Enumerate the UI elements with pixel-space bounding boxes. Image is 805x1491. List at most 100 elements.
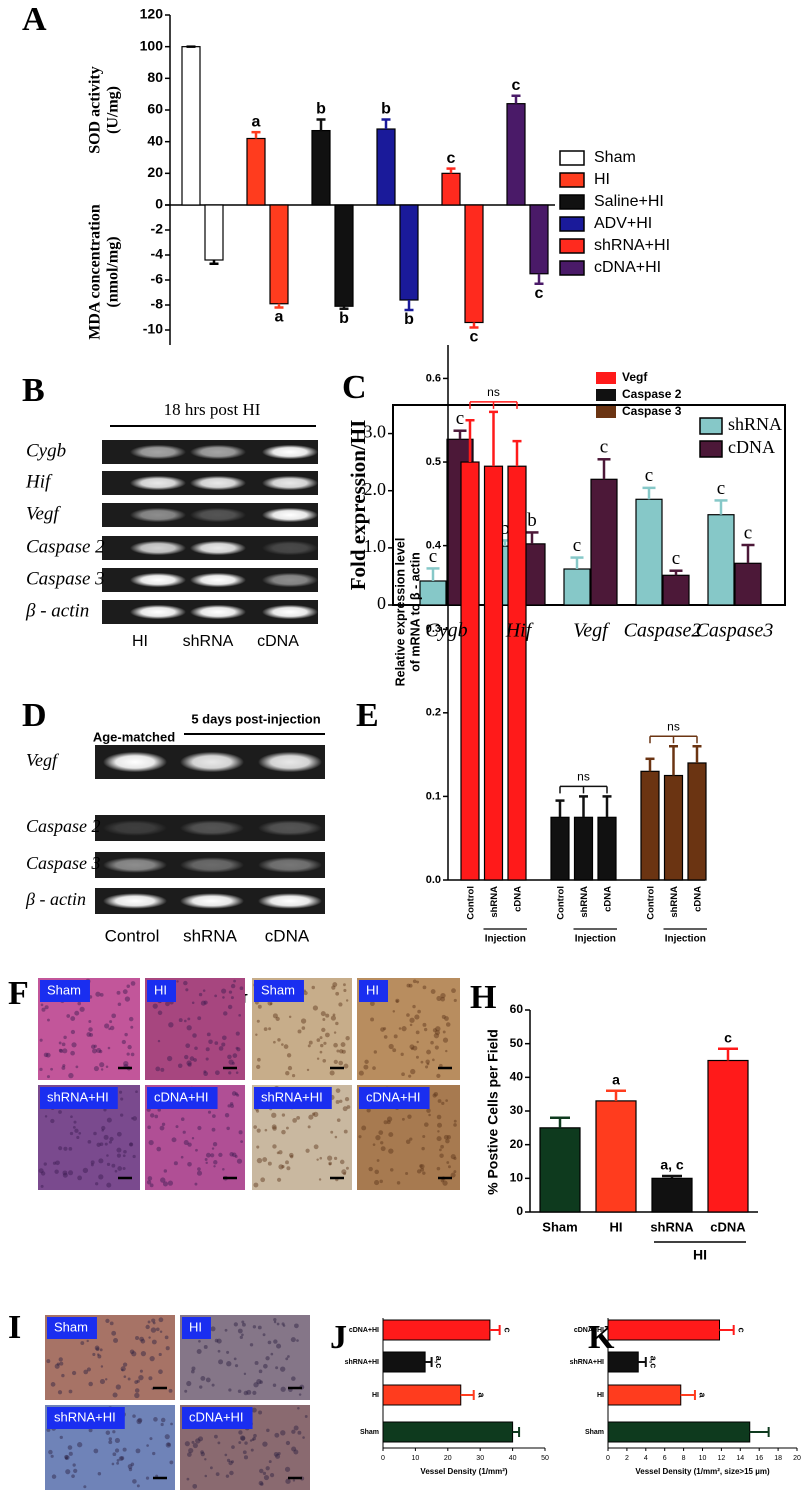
y-tick-label: -8: [151, 296, 164, 312]
nucleus: [273, 1317, 277, 1322]
error-bar: [669, 745, 678, 776]
nucleus: [228, 1071, 232, 1075]
nucleus: [324, 1032, 330, 1038]
nucleus: [122, 1154, 126, 1158]
nucleus: [416, 1169, 422, 1174]
x-tick-label: 4: [644, 1455, 648, 1462]
error-bar: [426, 567, 440, 581]
error-bar: [465, 418, 475, 463]
nucleus: [239, 1435, 246, 1441]
nucleus: [59, 1049, 64, 1054]
nucleus: [237, 1389, 242, 1394]
nucleus: [320, 1011, 326, 1017]
nucleus: [278, 1150, 283, 1155]
nucleus: [260, 1482, 264, 1486]
nucleus: [287, 1355, 290, 1358]
nucleus: [160, 1177, 166, 1183]
bar: [483, 465, 504, 881]
nucleus: [132, 1116, 138, 1121]
nucleus: [250, 1448, 254, 1452]
nucleus: [231, 1061, 235, 1065]
nucleus: [251, 1438, 255, 1441]
nucleus: [123, 1061, 129, 1067]
nucleus: [99, 1348, 103, 1352]
nucleus: [226, 1361, 232, 1367]
nucleus: [410, 1047, 414, 1051]
nucleus: [252, 1325, 257, 1329]
gel-band: [258, 893, 322, 909]
y-tick-label: 0.6: [426, 372, 441, 384]
nucleus: [230, 1104, 235, 1108]
nucleus: [70, 1029, 76, 1035]
nucleus: [406, 1013, 410, 1017]
nucleus: [165, 1346, 170, 1351]
nucleus: [330, 1130, 334, 1134]
x-tick-label: 14: [736, 1455, 744, 1462]
nucleus: [378, 1130, 384, 1135]
nucleus: [368, 1166, 373, 1172]
nucleus: [121, 1368, 124, 1372]
bar: [539, 1127, 581, 1213]
y-tick-label: 20: [147, 164, 163, 180]
nucleus: [151, 1339, 157, 1345]
nucleus: [234, 1364, 239, 1368]
y-tick-label: -6: [151, 271, 164, 287]
x-tick-label: 30: [476, 1455, 484, 1462]
nucleus: [271, 1124, 277, 1130]
nucleus: [259, 1380, 263, 1384]
nucleus: [59, 1435, 63, 1439]
nucleus: [180, 1117, 185, 1121]
nucleus: [211, 1147, 215, 1150]
y-axis-label: (U/mg): [105, 86, 122, 134]
x-tick-label: 12: [718, 1455, 726, 1462]
category-label: shRNA+HI: [345, 1359, 379, 1366]
nucleus: [243, 1372, 247, 1376]
nucleus: [118, 1456, 124, 1461]
nucleus: [93, 1065, 99, 1072]
nucleus: [140, 1338, 146, 1344]
y-axis-label: Fold expression/HI: [346, 420, 370, 591]
nucleus: [412, 1045, 418, 1051]
error-bar: [316, 118, 326, 131]
micrograph-label: cDNA+HI: [366, 1089, 421, 1104]
error-bar: [692, 745, 702, 763]
nucleus: [268, 1460, 272, 1464]
nucleus: [150, 1327, 157, 1333]
nucleus: [276, 1343, 282, 1349]
nucleus: [191, 1440, 195, 1444]
label-box: [147, 980, 176, 1002]
nucleus: [401, 1072, 405, 1077]
nucleus: [159, 1330, 163, 1333]
nucleus: [445, 1022, 451, 1027]
y-tick-label: 0.2: [426, 707, 441, 719]
nucleus: [222, 1167, 225, 1171]
nucleus: [226, 1458, 231, 1463]
nucleus: [419, 1164, 425, 1169]
nucleus: [114, 1448, 120, 1453]
nucleus: [203, 1344, 208, 1349]
legend-label: Saline+HI: [594, 193, 664, 210]
nucleus: [205, 1057, 209, 1061]
gel-header: 18 hrs post HI: [164, 400, 261, 419]
nucleus: [51, 1474, 57, 1479]
nucleus: [238, 1014, 241, 1017]
x-tick-label: 0: [381, 1455, 385, 1462]
bar: [399, 204, 419, 301]
nucleus: [376, 1159, 380, 1162]
legend-swatch: [699, 440, 723, 458]
nucleus: [249, 1343, 254, 1347]
bar: [607, 1421, 751, 1443]
nucleus: [63, 1146, 68, 1151]
nucleus: [224, 1113, 230, 1118]
x-tick-label: 50: [541, 1455, 549, 1462]
nucleus: [409, 1044, 415, 1050]
nucleus: [191, 1366, 196, 1371]
nucleus: [124, 996, 131, 1002]
gel-band: [190, 475, 246, 491]
bar: [687, 762, 707, 881]
gel-column-label: HI: [132, 633, 148, 650]
nucleus: [197, 1167, 201, 1171]
nucleus: [177, 1063, 183, 1068]
nucleus: [106, 1154, 109, 1157]
panel-letter: J: [330, 1319, 347, 1356]
